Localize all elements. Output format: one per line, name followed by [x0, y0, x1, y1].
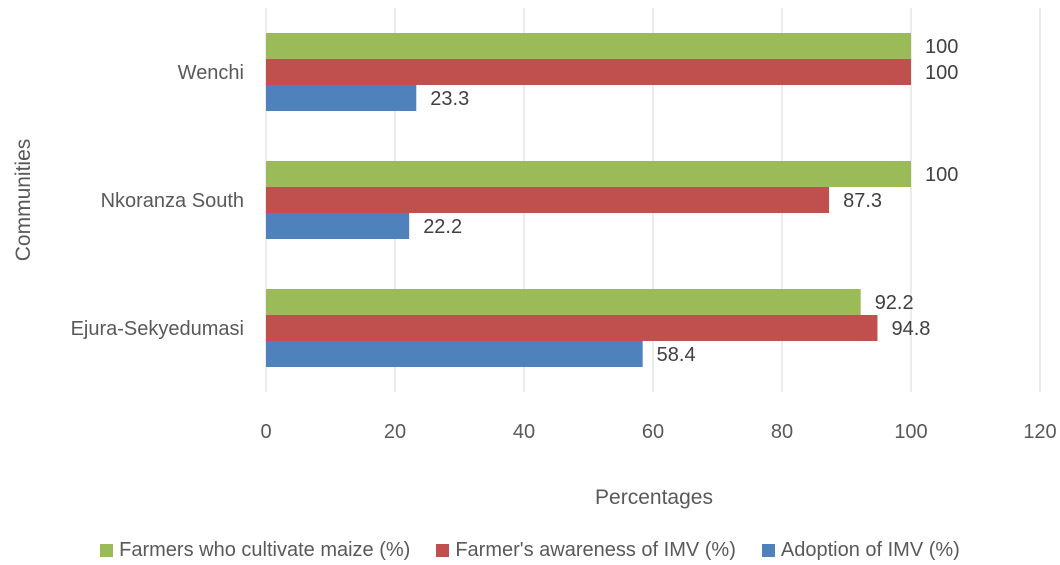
x-tick-label: 120	[1023, 421, 1056, 443]
bar	[266, 85, 417, 111]
legend-label: Farmer's awareness of IMV (%)	[455, 538, 736, 561]
x-tick-labels: 0 20 40 60 80 100 120	[260, 421, 1056, 443]
bar	[266, 315, 878, 341]
legend-label: Farmers who cultivate maize (%)	[119, 538, 411, 561]
legend-swatch	[761, 543, 775, 557]
data-label: 58.4	[657, 344, 696, 366]
bar	[266, 33, 911, 59]
legend-label: Adoption of IMV (%)	[780, 538, 960, 561]
legend-swatch	[436, 543, 450, 557]
data-label: 100	[925, 36, 958, 58]
bar	[266, 213, 410, 239]
legend-item: Farmers who cultivate maize (%)	[100, 539, 410, 562]
legend: Farmers who cultivate maize (%) Farmer's …	[0, 538, 1060, 562]
data-labels: 100 100 23.3 100 87.3 22.2 92.2 94.8 58.4	[423, 36, 958, 366]
data-label: 22.2	[423, 216, 462, 238]
bar	[266, 187, 830, 213]
legend-item: Adoption of IMV (%)	[761, 538, 960, 562]
legend-item: Farmer's awareness of IMV (%)	[436, 539, 736, 562]
legend-swatch	[100, 543, 114, 557]
bar	[266, 161, 911, 187]
data-label: 94.8	[891, 318, 930, 340]
x-tick-label: 0	[260, 421, 271, 443]
bar	[266, 289, 861, 315]
x-tick-label: 60	[642, 421, 664, 443]
category-labels: Wenchi Nkoranza South Ejura-Sekyedumasi	[71, 62, 244, 340]
category-label: Wenchi	[178, 62, 244, 84]
bars	[266, 33, 911, 367]
y-axis-title: Communities	[12, 139, 35, 262]
category-label: Ejura-Sekyedumasi	[71, 318, 244, 340]
data-label: 23.3	[430, 88, 469, 110]
x-tick-label: 40	[513, 421, 535, 443]
bar	[266, 341, 643, 367]
data-label: 100	[925, 164, 958, 186]
x-tick-label: 80	[771, 421, 793, 443]
data-label: 100	[925, 62, 958, 84]
x-tick-label: 20	[384, 421, 406, 443]
bar	[266, 59, 911, 85]
data-label: 92.2	[875, 292, 914, 314]
category-label: Nkoranza South	[101, 190, 244, 212]
x-tick-label: 100	[894, 421, 927, 443]
data-label: 87.3	[843, 190, 882, 212]
x-axis-title: Percentages	[595, 486, 713, 509]
